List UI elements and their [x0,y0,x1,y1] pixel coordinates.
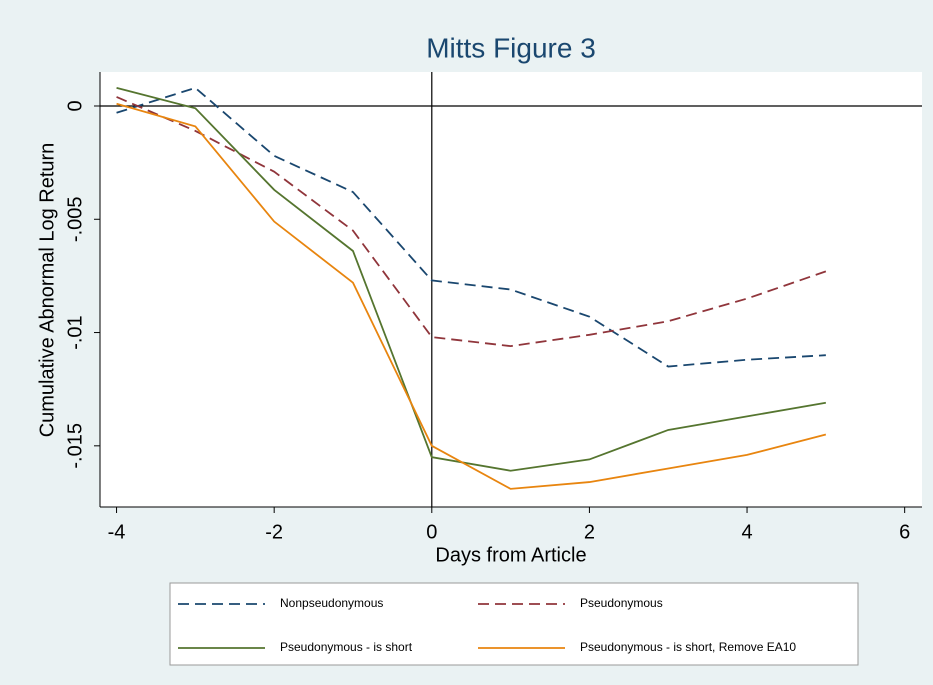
series-line [116,102,827,490]
x-tick-label: -2 [265,521,283,543]
chart-title: Mitts Figure 3 [426,32,596,63]
legend-box [169,582,859,666]
series-line [116,86,827,472]
plot-area [100,72,922,507]
y-axis-label: Cumulative Abnormal Log Return [36,143,58,438]
x-tick-label: 4 [741,521,752,543]
x-tick-label: 6 [899,521,910,543]
y-tick-label: 0 [64,100,86,111]
x-axis-label: Days from Article [435,544,586,566]
series-line [116,96,827,348]
legend-label: Pseudonymous - is short [280,640,413,654]
y-tick-label: -.01 [64,315,86,349]
x-tick-label: -4 [108,521,126,543]
legend-label: Pseudonymous - is short, Remove EA10 [580,640,796,654]
y-tick-label: -.015 [64,423,86,469]
legend-label: Pseudonymous [580,596,663,610]
legend-label: Nonpseudonymous [280,596,383,610]
x-tick-label: 2 [584,521,595,543]
x-tick-label: 0 [426,521,437,543]
series-line [116,86,826,368]
y-tick-label: -.005 [64,196,86,242]
